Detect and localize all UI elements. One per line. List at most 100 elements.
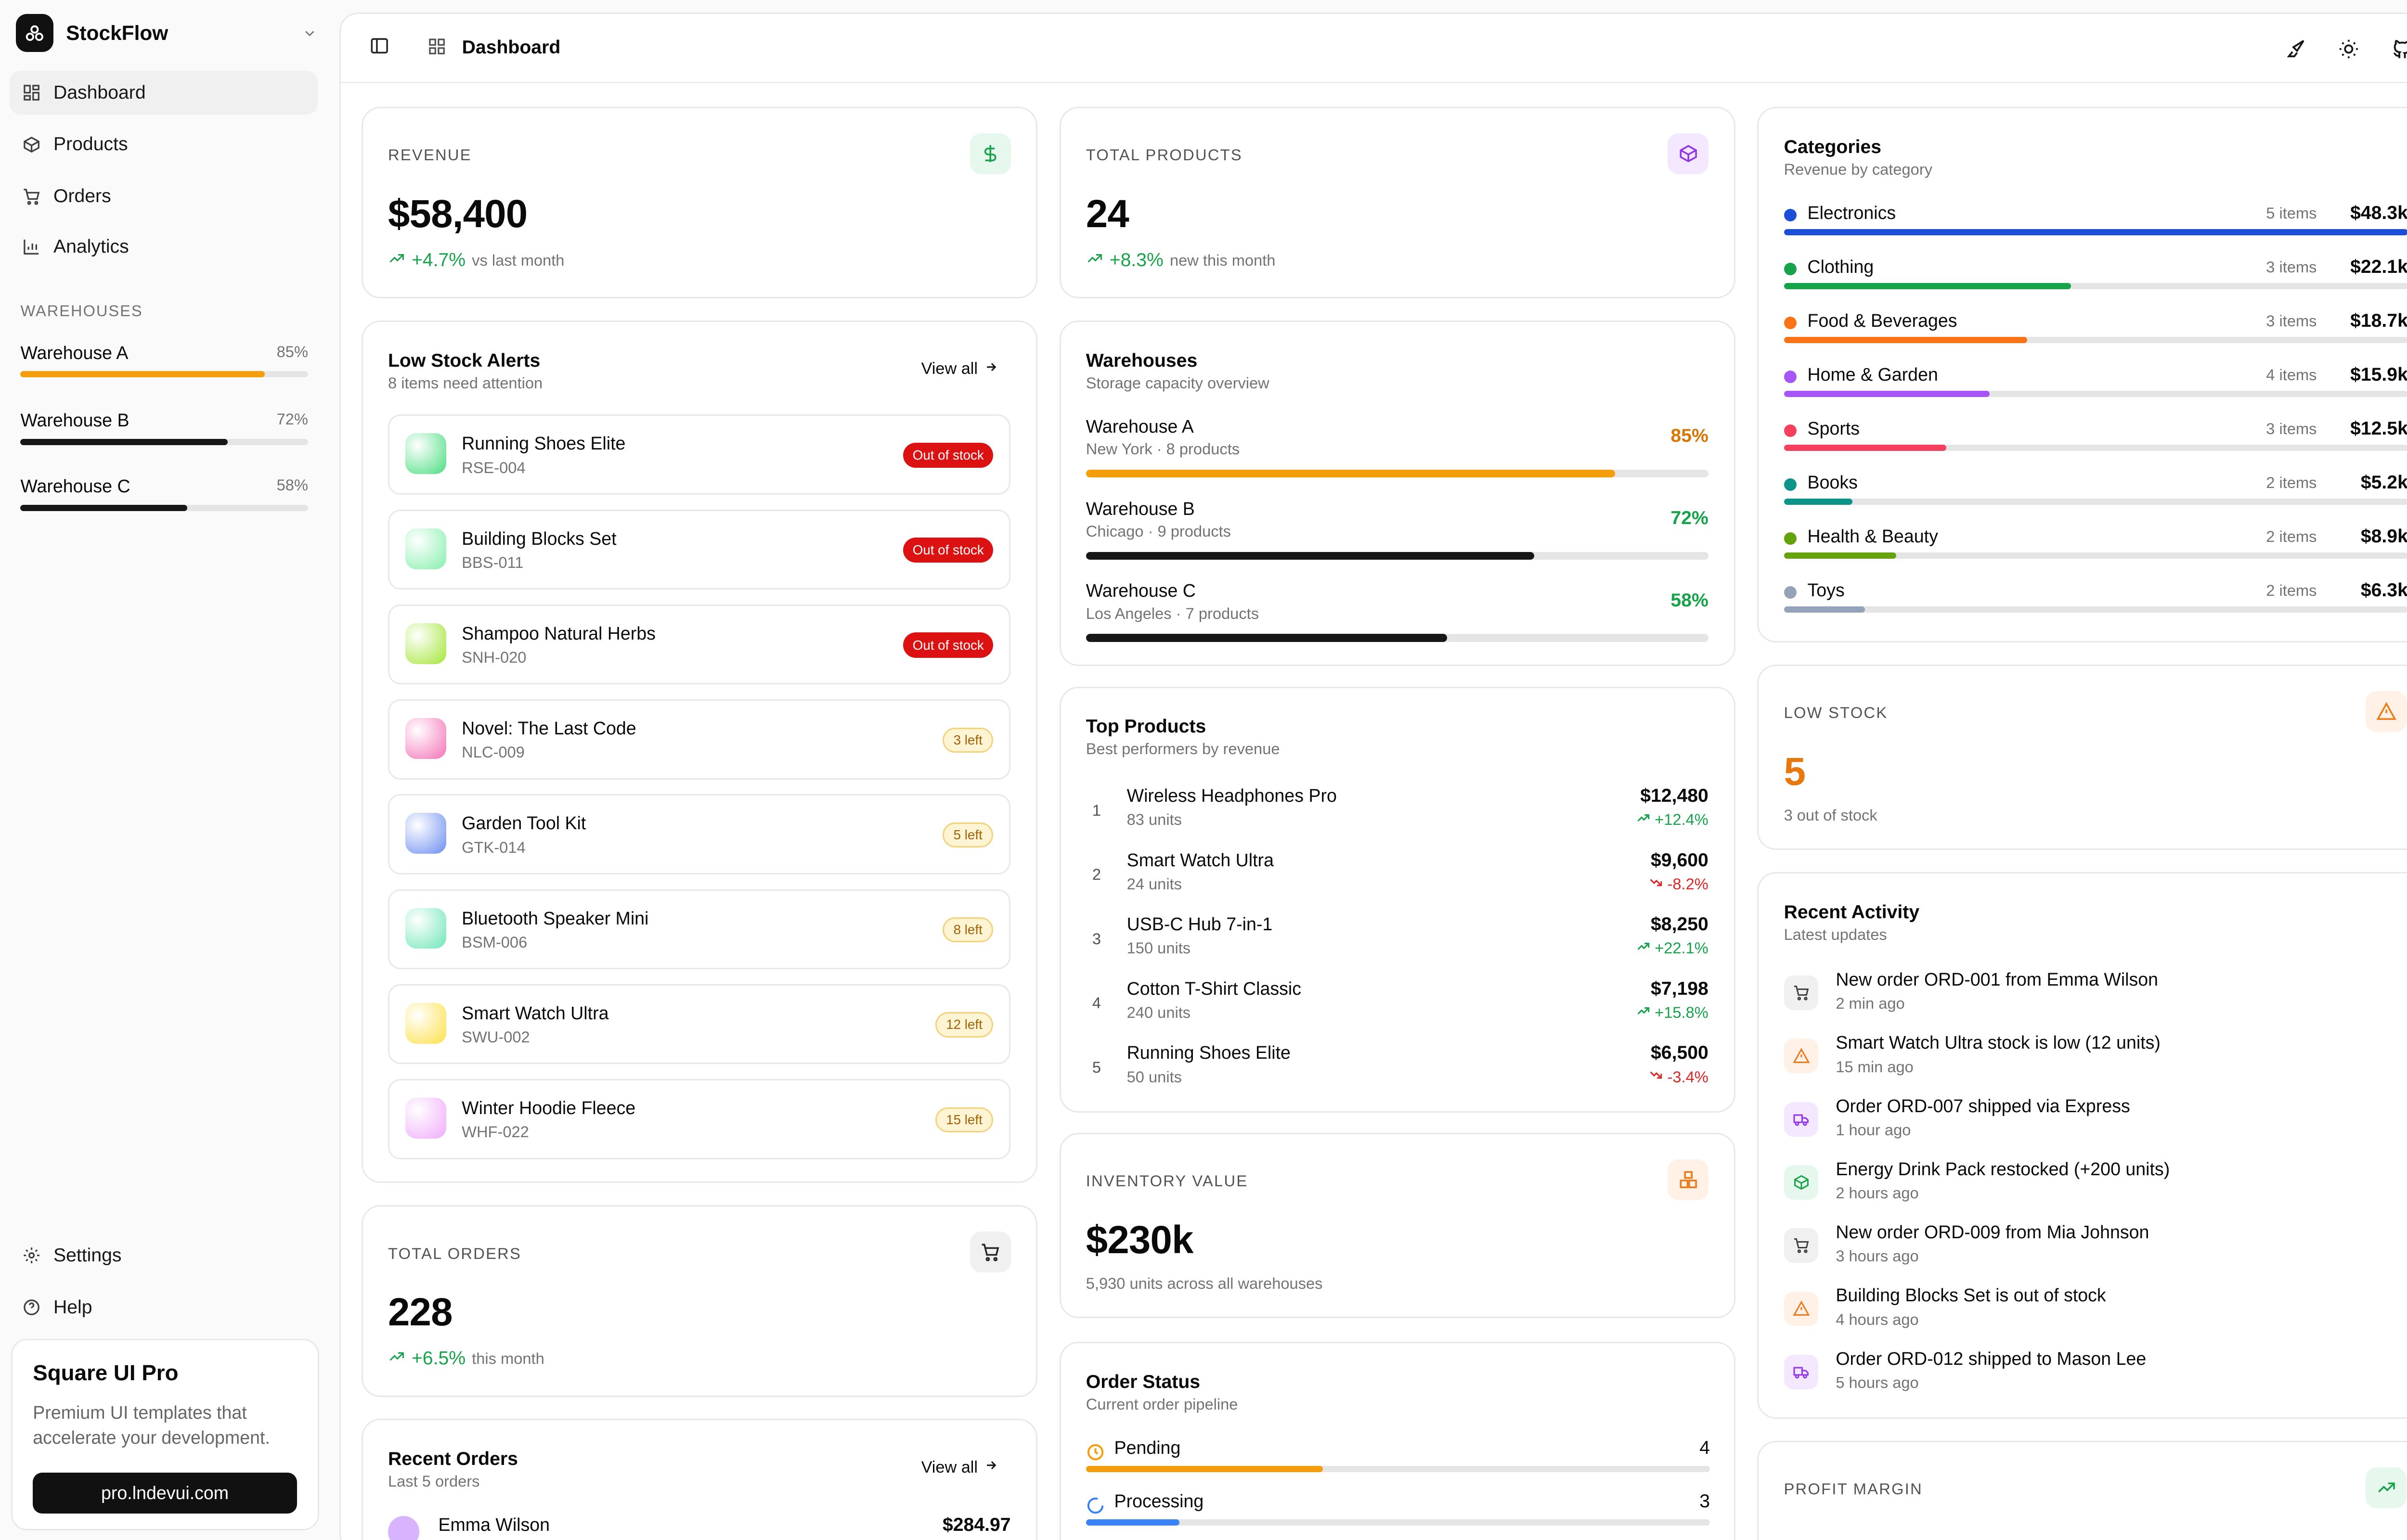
- sidebar-toggle-icon[interactable]: [369, 33, 389, 62]
- category-count: 3 items: [2266, 419, 2317, 437]
- warning-icon: [1784, 1291, 1819, 1326]
- dollar-icon: [970, 133, 1011, 174]
- cart-icon: [970, 1232, 1011, 1273]
- nav-orders[interactable]: Orders: [10, 174, 318, 218]
- stat-label: LOW STOCK: [1784, 704, 1888, 722]
- product-units: 24 units: [1126, 874, 1182, 893]
- nav-analytics[interactable]: Analytics: [10, 225, 318, 269]
- activity-item[interactable]: Building Blocks Set is out of stock 4 ho…: [1784, 1283, 2407, 1334]
- total-orders-card: TOTAL ORDERS 228 +6.5% this month: [361, 1205, 1037, 1397]
- category-name: Electronics: [1807, 202, 1896, 223]
- category-value: $15.9k: [2350, 364, 2407, 385]
- alert-item[interactable]: Running Shoes Elite RSE-004 Out of stock: [388, 414, 1011, 495]
- category-count: 3 items: [2266, 311, 2317, 330]
- nav-label: Analytics: [53, 236, 129, 257]
- activity-time: 4 hours ago: [1836, 1310, 1919, 1328]
- warehouse-item[interactable]: Warehouse B Chicago · 9 products 72%: [1086, 499, 1708, 560]
- nav-dashboard[interactable]: Dashboard: [9, 70, 318, 115]
- category-name: Books: [1807, 472, 1858, 492]
- warehouse-item[interactable]: Warehouse A New York · 8 products 85%: [1086, 416, 1708, 478]
- activity-item[interactable]: Order ORD-007 shipped via Express 1 hour…: [1784, 1094, 2407, 1144]
- card-subtitle: Current order pipeline: [1086, 1395, 1238, 1413]
- top-product-row[interactable]: 4 Cotton T-Shirt Classic 240 units $7,19…: [1086, 975, 1708, 1028]
- warehouse-percent: 58%: [1670, 590, 1708, 611]
- product-thumbnail: [405, 1097, 446, 1139]
- recent-activity-card: Recent Activity Latest updates New order…: [1757, 872, 2407, 1419]
- stat-note: new this month: [1169, 251, 1276, 269]
- product-sku: SWU-002: [462, 1027, 530, 1046]
- card-subtitle: Last 5 orders: [388, 1472, 480, 1490]
- top-product-row[interactable]: 3 USB-C Hub 7-in-1 150 units $8,250 +22.…: [1086, 911, 1708, 964]
- sun-icon[interactable]: [2338, 38, 2360, 66]
- warehouse-name: Warehouse A: [1086, 416, 1194, 436]
- cart-icon: [22, 187, 41, 206]
- view-all-button[interactable]: View all: [921, 1458, 998, 1477]
- warehouse-item[interactable]: Warehouse C Los Angeles · 7 products 58%: [1086, 580, 1708, 642]
- top-product-row[interactable]: 2 Smart Watch Ultra 24 units $9,600 -8.2…: [1086, 847, 1708, 900]
- arrow-right-icon: [984, 359, 998, 378]
- sidebar-warehouse-a[interactable]: Warehouse A 85%: [20, 343, 308, 378]
- promo-button[interactable]: pro.lndevui.com: [33, 1472, 297, 1514]
- alert-item[interactable]: Building Blocks Set BBS-011 Out of stock: [388, 509, 1011, 590]
- nav-help[interactable]: Help: [10, 1285, 318, 1329]
- nav-settings[interactable]: Settings: [10, 1233, 318, 1277]
- product-name: Running Shoes Elite: [462, 433, 626, 454]
- activity-item[interactable]: New order ORD-009 from Mia Johnson 3 hou…: [1784, 1220, 2407, 1270]
- product-name: Winter Hoodie Fleece: [462, 1097, 636, 1118]
- category-row[interactable]: Electronics 5 items $48.3k: [1784, 201, 2407, 238]
- card-subtitle: Storage capacity overview: [1086, 373, 1269, 392]
- alert-item[interactable]: Garden Tool Kit GTK-014 5 left: [388, 794, 1011, 874]
- trend-up-icon: [2366, 1467, 2407, 1509]
- truck-icon: [1784, 1102, 1819, 1137]
- category-count: 4 items: [2266, 365, 2317, 384]
- revenue-card: REVENUE $58,400 +4.7% vs last month: [361, 106, 1037, 299]
- product-name: Novel: The Last Code: [462, 718, 636, 739]
- warehouses-heading: WAREHOUSES: [20, 301, 143, 320]
- top-product-row[interactable]: 1 Wireless Headphones Pro 83 units $12,4…: [1086, 783, 1708, 836]
- alert-item[interactable]: Shampoo Natural Herbs SNH-020 Out of sto…: [388, 604, 1011, 685]
- stat-value: 228: [388, 1290, 453, 1335]
- alert-item[interactable]: Novel: The Last Code NLC-009 3 left: [388, 699, 1011, 780]
- alert-item[interactable]: Bluetooth Speaker Mini BSM-006 8 left: [388, 889, 1011, 970]
- workspace-switcher[interactable]: StockFlow: [15, 14, 318, 52]
- bar-chart-icon: [22, 237, 41, 256]
- category-row[interactable]: Home & Garden 4 items $15.9k: [1784, 362, 2407, 400]
- category-row[interactable]: Clothing 3 items $22.1k: [1784, 255, 2407, 292]
- cart-icon: [1784, 1228, 1819, 1263]
- activity-item[interactable]: New order ORD-001 from Emma Wilson 2 min…: [1784, 968, 2407, 1018]
- activity-item[interactable]: Order ORD-012 shipped to Mason Lee 5 hou…: [1784, 1347, 2407, 1397]
- category-row[interactable]: Sports 3 items $12.5k: [1784, 416, 2407, 454]
- category-name: Home & Garden: [1807, 364, 1938, 385]
- category-name: Food & Beverages: [1807, 310, 1957, 331]
- view-all-label: View all: [921, 1458, 978, 1476]
- activity-item[interactable]: Smart Watch Ultra stock is low (12 units…: [1784, 1031, 2407, 1081]
- sidebar-warehouse-c[interactable]: Warehouse C 58%: [20, 476, 308, 511]
- category-row[interactable]: Books 2 items $5.2k: [1784, 470, 2407, 508]
- category-row[interactable]: Food & Beverages 3 items $18.7k: [1784, 308, 2407, 346]
- activity-time: 2 min ago: [1836, 994, 1905, 1013]
- warehouse-detail: New York · 8 products: [1086, 440, 1240, 458]
- product-revenue: $12,480: [1640, 785, 1708, 807]
- stock-badge: 8 left: [943, 917, 994, 943]
- warehouse-capacity-bar: [20, 504, 187, 511]
- warehouse-percent: 72%: [276, 410, 308, 428]
- category-row[interactable]: Toys 2 items $6.3k: [1784, 578, 2407, 616]
- view-all-button[interactable]: View all: [921, 359, 998, 378]
- alert-item[interactable]: Winter Hoodie Fleece WHF-022 15 left: [388, 1079, 1011, 1159]
- category-value: $12.5k: [2350, 418, 2407, 439]
- github-icon[interactable]: [2391, 38, 2407, 66]
- alert-item[interactable]: Smart Watch Ultra SWU-002 12 left: [388, 984, 1011, 1065]
- stock-badge: 3 left: [943, 727, 994, 753]
- warehouse-capacity-bar: [1086, 634, 1447, 642]
- category-row[interactable]: Health & Beauty 2 items $8.9k: [1784, 524, 2407, 562]
- activity-item[interactable]: Energy Drink Pack restocked (+200 units)…: [1784, 1157, 2407, 1207]
- sidebar-warehouse-b[interactable]: Warehouse B 72%: [20, 410, 308, 445]
- box-icon: [1668, 133, 1709, 174]
- nav-products[interactable]: Products: [10, 123, 318, 167]
- trend-down-icon: [1649, 1068, 1663, 1086]
- help-circle-icon: [22, 1298, 41, 1317]
- product-thumbnail: [405, 433, 446, 475]
- top-product-row[interactable]: 5 Running Shoes Elite 50 units $6,500 -3…: [1086, 1040, 1708, 1093]
- category-value: $22.1k: [2350, 256, 2407, 277]
- brush-icon[interactable]: [2284, 38, 2306, 66]
